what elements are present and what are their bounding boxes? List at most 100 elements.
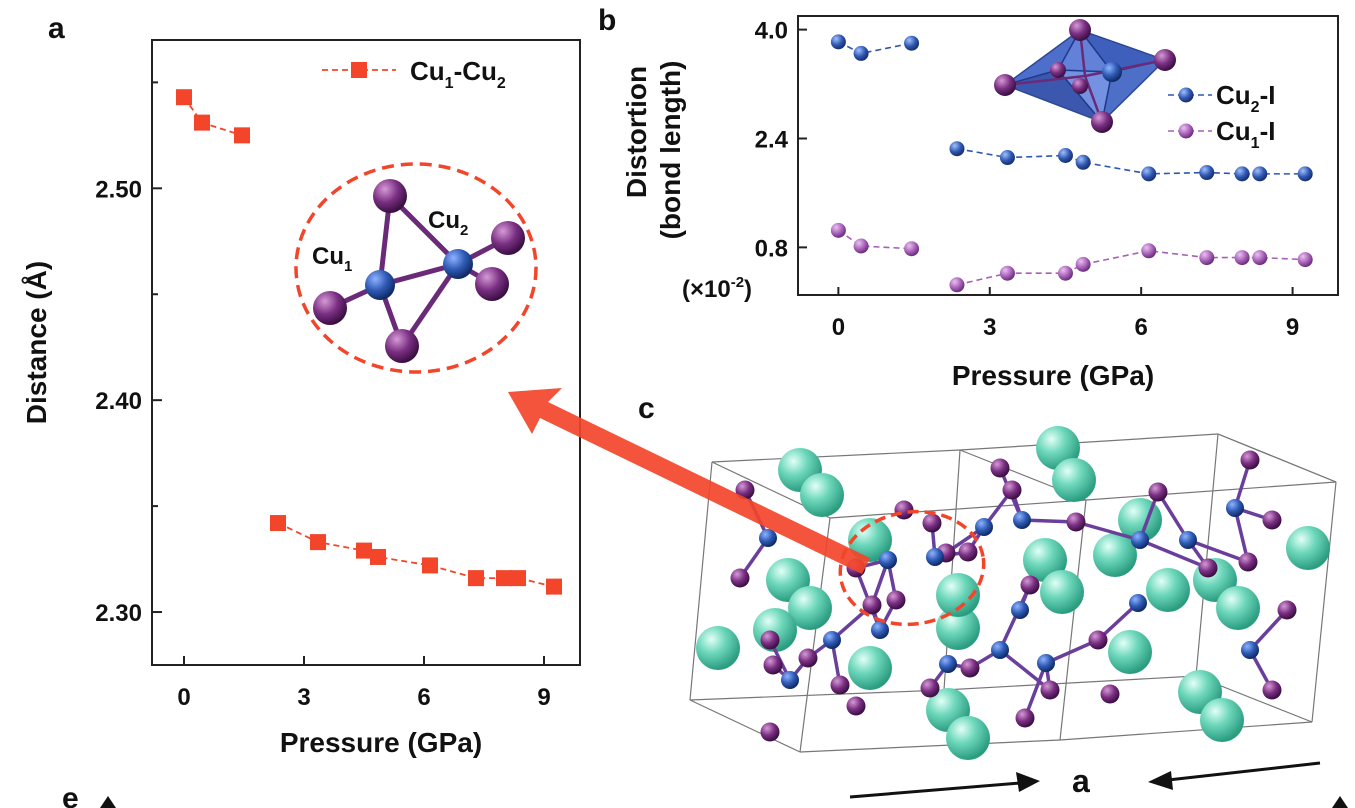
x-tick-label: 0 [832,314,845,341]
iodine-atom [1240,450,1260,470]
data-point [422,557,438,574]
cu-atom [1013,511,1031,529]
x-tick-label: 9 [537,684,550,711]
cell-edge [959,433,1219,451]
cu2-atom [443,249,473,279]
cation-atom [800,473,844,517]
cation-atom [936,573,980,617]
data-point [830,222,846,238]
iodine-atom [798,648,818,668]
data-point [999,265,1015,281]
data-point [1075,154,1091,170]
cu-atom [1179,531,1197,549]
cell-edge [689,689,945,701]
legend-marker [1178,87,1194,103]
cell-edge [689,461,713,701]
iodine-atom [922,513,942,533]
iodine-atom [1069,19,1091,41]
data-point [1297,166,1313,182]
cu-atom [975,518,993,536]
cu1-atom [365,270,395,300]
data-point [1075,256,1091,272]
cation-atom [1093,533,1137,577]
cation-atom [1052,458,1096,502]
highlight-ellipse [294,162,538,374]
iodine-atom [730,568,750,588]
cation-atom [1200,698,1244,742]
iodine-atom [920,678,940,698]
axis-arrowhead [1332,796,1348,808]
x-axis-title: Pressure (GPa) [280,727,482,758]
legend-label: Cu1-Cu2 [410,56,506,92]
cu-atom [781,671,799,689]
cell-edge [829,499,1087,519]
data-point [1199,250,1215,266]
data-point [853,45,869,61]
chart-b: 0 3 6 9 0.8 2.4 4.0 Pressure (GPa) Distortion (bo… [621,15,1339,391]
series-line [838,41,912,55]
panel-label-a: a [48,12,65,45]
cation-atom [1108,630,1152,674]
iodine-atom [994,74,1016,96]
x-tick-label: 3 [983,314,996,341]
iodine-atom [1015,708,1035,728]
iodine-atom [491,221,525,255]
legend-entry: Cu2-I [1168,80,1275,116]
iodine-atom [1072,78,1088,94]
cu-i-bond [1187,538,1249,564]
iodine-atom [1088,630,1108,650]
data-point [1297,252,1313,268]
data-point [853,238,869,254]
data-point [1199,165,1215,181]
data-point [234,127,250,144]
cu-atom [1129,594,1147,612]
data-point [1252,250,1268,266]
octahedron-inset [994,19,1176,133]
iodine-atom [1066,512,1086,532]
cation-atom [1040,570,1084,614]
cu-atom [871,621,889,639]
legend-marker [351,62,367,78]
iodine-atom [960,658,980,678]
y-tick-label: 4.0 [755,18,788,45]
iodine-atom [1198,558,1218,578]
iodine-atom [763,655,783,675]
cation-atom [1146,568,1190,612]
series-line [183,96,243,137]
y-axis-title-line2: (bond length) [655,61,686,240]
iodine-atom [1050,62,1066,78]
data-point [949,141,965,157]
cell-edge [1217,433,1337,483]
panel-label-b: b [598,4,616,37]
cation-atom [1286,526,1330,570]
crystal-structure [689,426,1337,760]
cation-atom [1216,586,1260,630]
iodine-atom [1277,600,1297,620]
iodine-atom [1238,552,1258,572]
data-point [468,570,484,587]
legend: Cu1-Cu2 [322,56,506,92]
cation-atom [788,586,832,630]
cu-atom [1102,62,1122,82]
data-point [546,578,562,595]
cell-edge [1311,481,1337,723]
iodine-atom [1262,510,1282,530]
legend-label: Cu2-I [1216,80,1275,116]
iodine-atom [830,675,850,695]
data-point [310,534,326,551]
y-tick-label: 0.8 [755,235,788,262]
cell-edge [799,517,831,753]
plot-frame [797,15,1339,296]
iodine-atom [1020,575,1040,595]
cu-i-bond [998,648,1052,692]
axis-a-label: a [1072,763,1090,799]
data-point [1234,250,1250,266]
data-point [356,542,372,559]
cu-i-bond [998,584,1032,651]
data-point [270,515,286,532]
cu-atom [879,551,897,569]
iodine-atom [1154,49,1176,71]
data-point [370,548,386,565]
panel-label-c: c [638,392,655,425]
cu-atom [759,529,777,547]
